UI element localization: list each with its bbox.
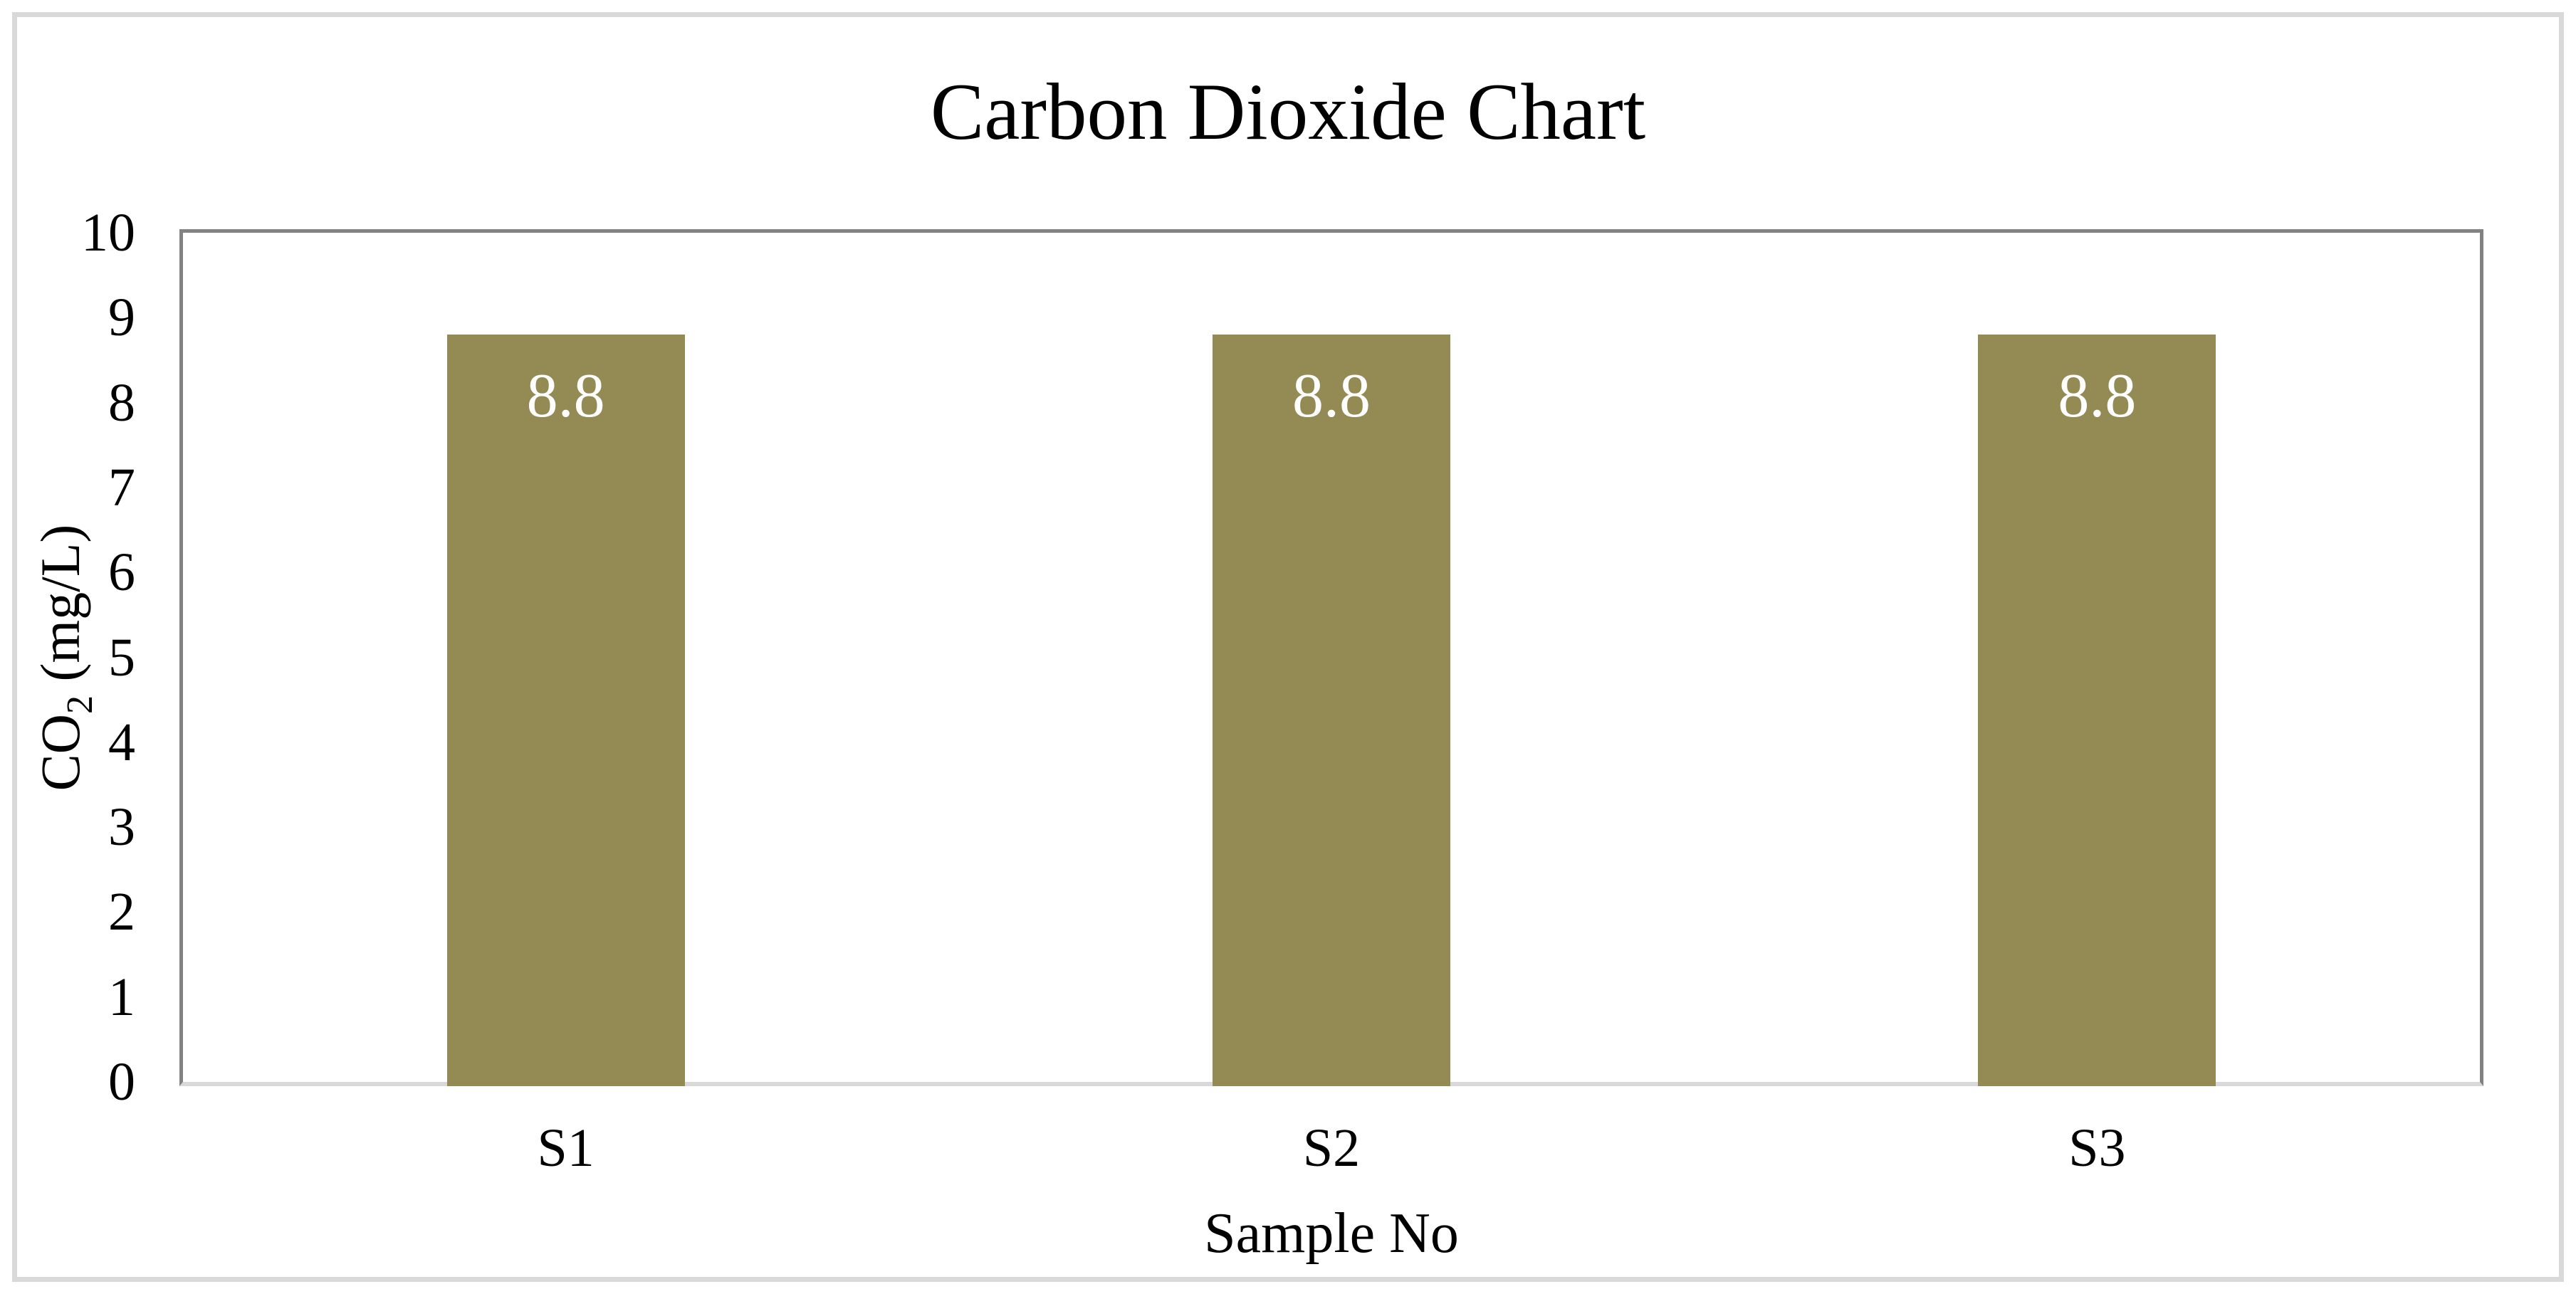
y-tick-label-7: 7	[108, 457, 135, 517]
bar-data-label-S3: 8.8	[2058, 362, 2137, 431]
x-axis-title: Sample No	[1204, 1202, 1459, 1265]
bar-S1: 8.8	[446, 335, 685, 1086]
y-tick-label-3: 3	[108, 797, 135, 858]
y-axis-title-subscript: 2	[60, 695, 100, 715]
y-tick-label-4: 4	[108, 712, 135, 772]
bar-data-label-S2: 8.8	[1292, 362, 1371, 431]
x-tick-label-S3: S3	[2068, 1118, 2126, 1178]
y-tick-label-1: 1	[108, 967, 135, 1027]
y-tick-label-9: 9	[108, 288, 135, 348]
y-tick-label-8: 8	[108, 372, 135, 433]
chart-outer-border	[12, 12, 2564, 1282]
x-tick-label-S2: S2	[1302, 1118, 1361, 1178]
y-tick-label-2: 2	[108, 882, 135, 942]
bar-data-label-S1: 8.8	[526, 362, 605, 431]
bars-layer: 8.8 8.8 8.8	[183, 233, 2480, 1086]
y-tick-label-5: 5	[108, 627, 135, 688]
x-tick-label-S1: S1	[537, 1118, 595, 1178]
bar-S2: 8.8	[1213, 335, 1450, 1086]
y-tick-label-6: 6	[108, 542, 135, 603]
y-tick-label-0: 0	[108, 1052, 135, 1112]
bar-S3: 8.8	[1978, 335, 2216, 1086]
chart-title: Carbon Dioxide Chart	[930, 68, 1646, 157]
y-tick-label-10: 10	[81, 203, 135, 263]
